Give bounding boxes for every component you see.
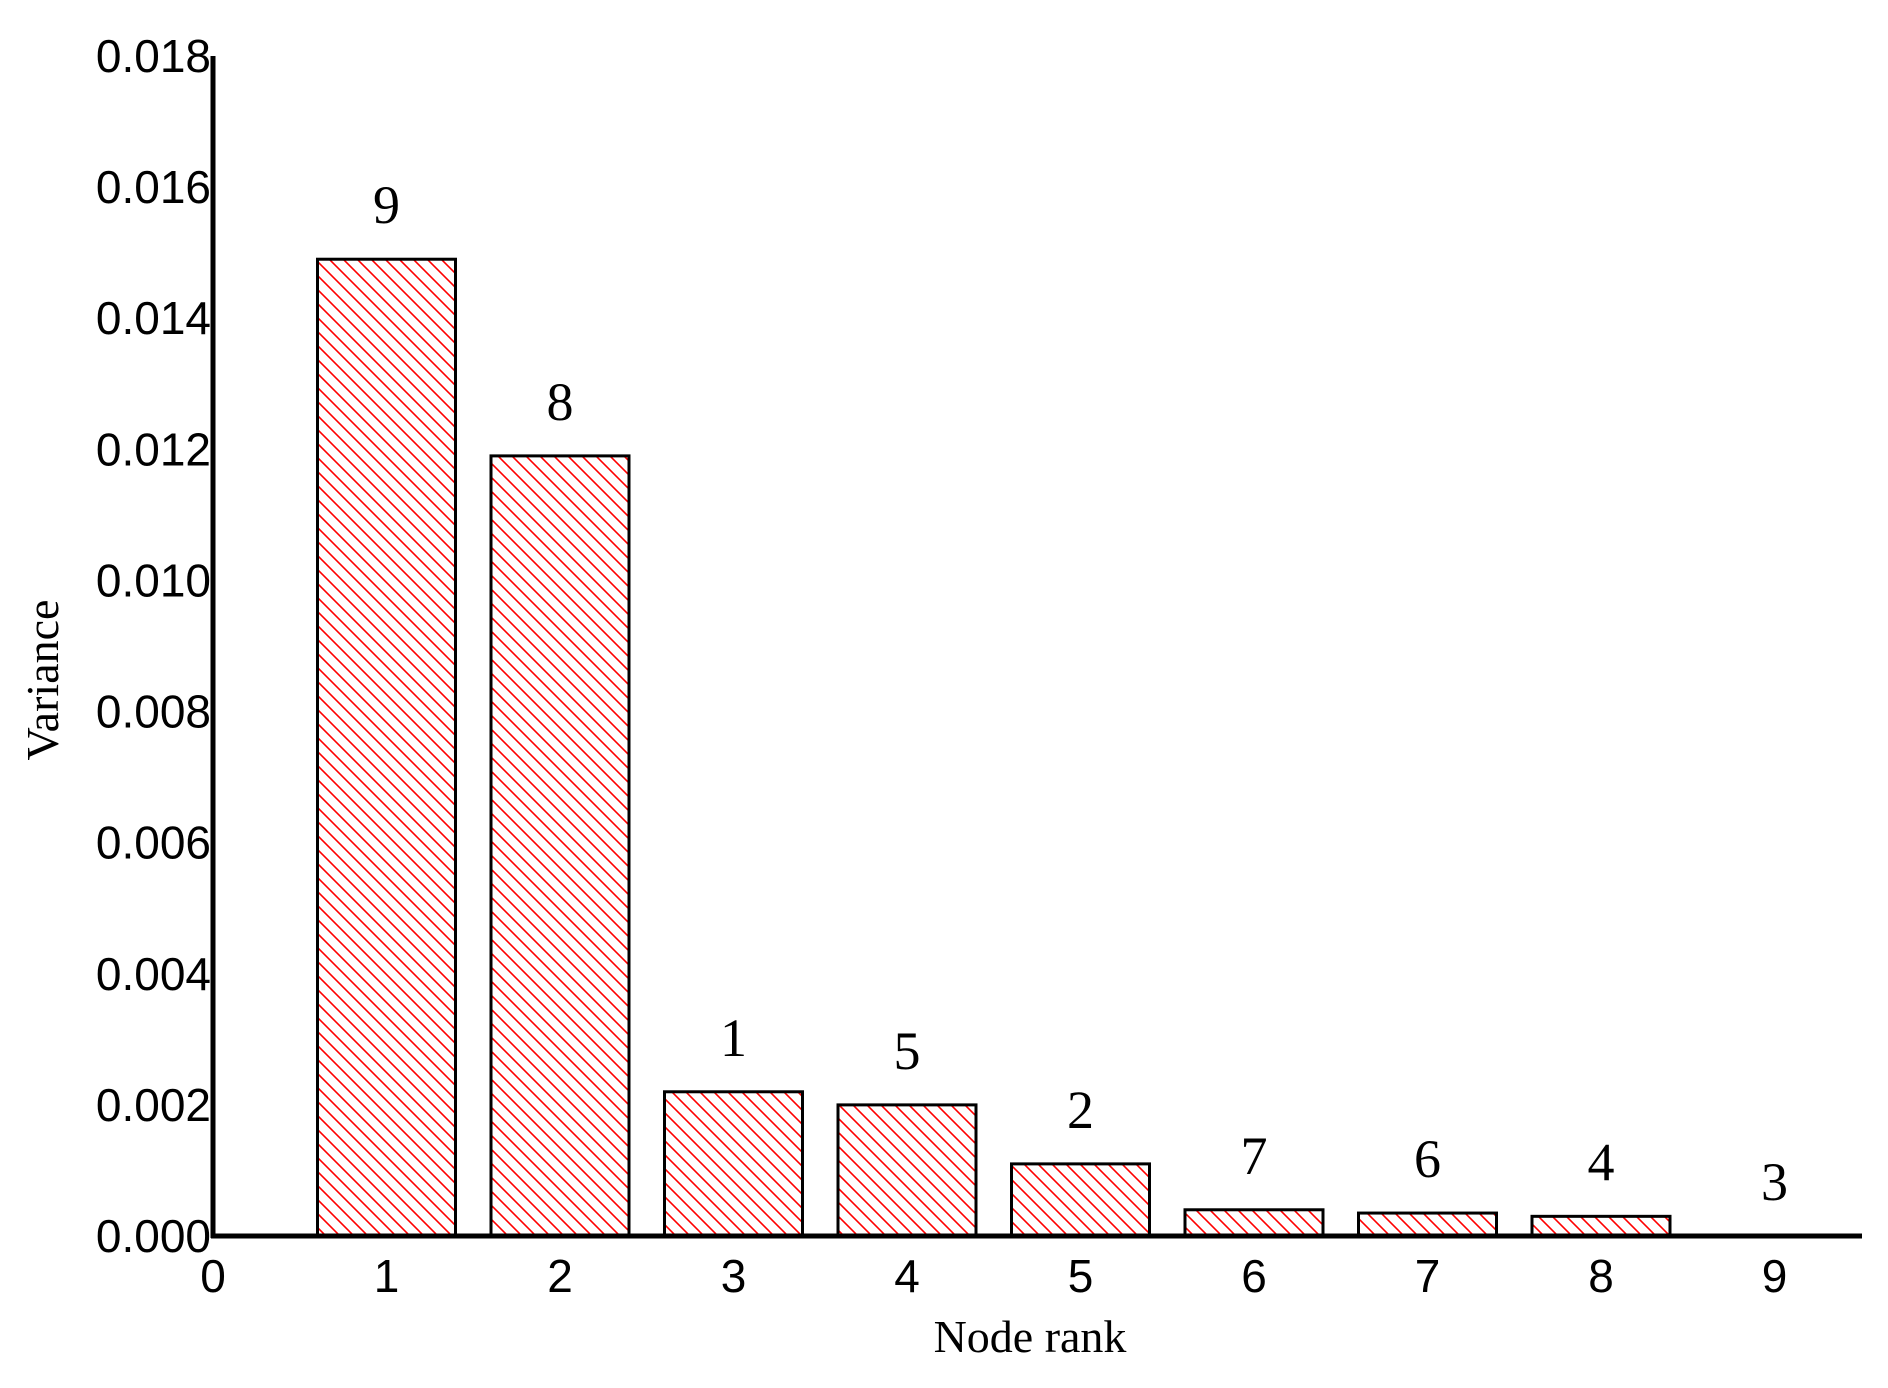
x-tick-label: 3 (721, 1250, 747, 1302)
x-tick-label: 8 (1588, 1250, 1614, 1302)
y-axis-ticks: 0.000 0.002 0.004 0.006 0.008 0.010 0.012 0.014… (96, 30, 211, 1262)
bar-value-label: 5 (894, 1021, 921, 1081)
bar (1357, 1211, 1498, 1238)
y-tick-label: 0.008 (96, 686, 211, 738)
x-tick-label: 4 (894, 1250, 920, 1302)
y-axis-title: Variance (17, 600, 68, 761)
x-tick-label: 9 (1762, 1250, 1788, 1302)
x-tick-label: 5 (1068, 1250, 1094, 1302)
x-axis-title: Node rank (934, 1311, 1127, 1362)
bar (663, 1090, 804, 1238)
bars-group (316, 257, 1672, 1238)
bar-labels-group: 9 8 1 5 2 7 6 4 3 (373, 175, 1788, 1212)
x-tick-label: 0 (200, 1250, 226, 1302)
bar (316, 257, 457, 1238)
y-tick-label: 0.014 (96, 292, 211, 344)
y-tick-label: 0.000 (96, 1210, 211, 1262)
y-tick-label: 0.012 (96, 423, 211, 475)
bar-value-label: 4 (1588, 1132, 1615, 1192)
x-tick-label: 7 (1415, 1250, 1441, 1302)
x-tick-label: 1 (374, 1250, 400, 1302)
bar (489, 454, 631, 1238)
bar (1530, 1214, 1672, 1238)
bar (1183, 1208, 1325, 1238)
bar-value-label: 1 (720, 1008, 747, 1068)
bar (836, 1103, 978, 1238)
bar-value-label: 7 (1241, 1126, 1268, 1186)
bar-value-label: 2 (1067, 1080, 1094, 1140)
y-tick-label: 0.002 (96, 1079, 211, 1131)
y-tick-label: 0.004 (96, 948, 211, 1000)
y-tick-label: 0.018 (96, 30, 211, 82)
x-tick-label: 2 (547, 1250, 573, 1302)
bar-value-label: 8 (547, 372, 574, 432)
x-tick-label: 6 (1241, 1250, 1267, 1302)
bar-value-label: 6 (1414, 1129, 1441, 1189)
bar (1010, 1162, 1151, 1238)
y-tick-label: 0.006 (96, 817, 211, 869)
x-axis-ticks: 0 1 2 3 4 5 6 7 8 9 (200, 1250, 1787, 1302)
y-tick-label: 0.016 (96, 161, 211, 213)
y-tick-label: 0.010 (96, 554, 211, 606)
bar-value-label: 3 (1761, 1152, 1788, 1212)
bar-value-label: 9 (373, 175, 400, 235)
